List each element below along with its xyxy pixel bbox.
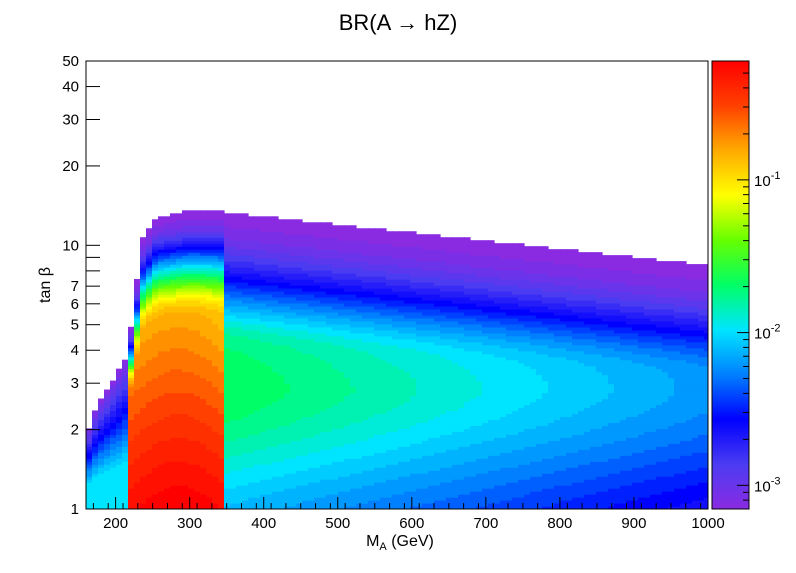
- x-tick-label: 700: [473, 515, 498, 532]
- x-tick-label: 900: [621, 515, 646, 532]
- x-tick-label: 300: [177, 515, 202, 532]
- x-tick-label: 800: [547, 515, 572, 532]
- y-tick-label: 20: [62, 158, 79, 175]
- y-tick-label: 10: [62, 237, 79, 254]
- x-tick-label: 1000: [691, 515, 724, 532]
- y-tick-label: 1: [71, 501, 79, 518]
- y-tick-label: 5: [71, 317, 79, 334]
- plot-frame: [85, 60, 709, 510]
- y-tick-label: 6: [71, 296, 79, 313]
- x-axis: 200 300 400 500 600 700 800 900 1000: [92, 497, 725, 532]
- chart-title: BR(A → hZ): [339, 10, 458, 35]
- colorbar: [711, 60, 750, 510]
- y-tick-label: 40: [62, 79, 79, 96]
- y-tick-label: 7: [71, 278, 79, 295]
- x-axis-title: MA (GeV): [366, 533, 434, 553]
- x-tick-label: 200: [103, 515, 128, 532]
- y-axis: 1 2 3 4 5 67 10 20 30 40 50: [62, 53, 100, 518]
- y-axis-title: tan β: [37, 267, 54, 303]
- colorbar-tick-label: 10-3: [754, 475, 780, 495]
- x-tick-label: 400: [251, 515, 276, 532]
- colorbar-tick-label: 10-2: [754, 323, 780, 343]
- y-tick-label: 4: [71, 342, 79, 359]
- y-tick-label: 2: [71, 422, 79, 439]
- colorbar-axis: 10-3 10-2 10-1: [737, 72, 780, 510]
- x-tick-label: 500: [325, 515, 350, 532]
- y-tick-label: 3: [71, 375, 79, 392]
- x-tick-label: 600: [399, 515, 424, 532]
- heatmap-image: [86, 210, 708, 509]
- colorbar-tick-label: 10-1: [754, 170, 780, 190]
- y-tick-label: 50: [62, 53, 79, 70]
- y-tick-label: 30: [62, 111, 79, 128]
